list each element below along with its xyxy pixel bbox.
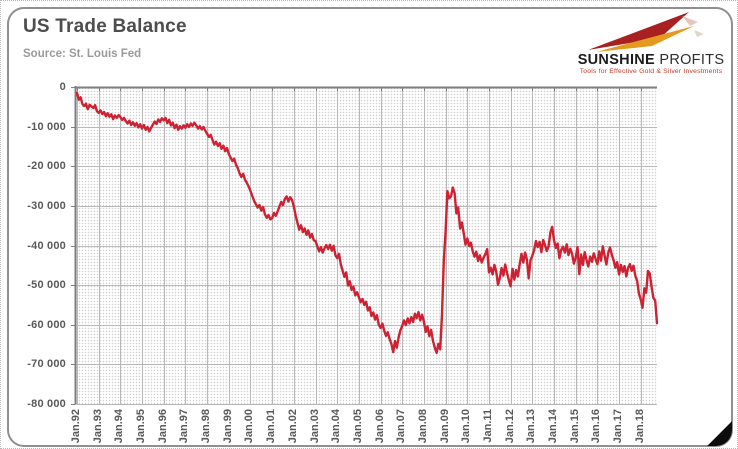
- x-axis-tick-label: Jan.07: [395, 409, 408, 444]
- x-axis-tick-label: Jan.98: [200, 409, 213, 444]
- trade-balance-series-line: [75, 91, 659, 355]
- x-axis-tick-label: Jan.11: [481, 409, 494, 443]
- sunshine-profits-logo: SUNSHINE PROFITS Tools for Effective Gol…: [572, 8, 730, 80]
- x-axis-tick-label: Jan.03: [308, 409, 321, 444]
- y-axis-tick-label: -80 000: [27, 398, 66, 410]
- x-axis-tick-label: Jan.97: [178, 409, 191, 444]
- x-axis-tick-label: Jan.08: [416, 409, 429, 444]
- x-axis-tick-label: Jan.12: [503, 409, 516, 444]
- source-label: Source: St. Louis Fed: [23, 48, 142, 60]
- x-axis-tick-label: Jan.13: [525, 409, 538, 444]
- y-axis-tick-label: -30 000: [27, 200, 66, 212]
- x-axis-tick-label: Jan.05: [351, 409, 364, 444]
- x-axis-tick-label: Jan.92: [70, 409, 82, 444]
- x-axis-tick-label: Jan.01: [265, 409, 278, 444]
- logo-arrows-icon: [588, 12, 704, 52]
- x-axis-tick-label: Jan.10: [460, 409, 473, 444]
- x-axis-tick-label: Jan.15: [568, 409, 581, 444]
- x-axis-tick-label: Jan.17: [612, 409, 625, 444]
- x-axis-tick-label: Jan.04: [330, 409, 343, 444]
- y-axis-tick-label: -50 000: [27, 279, 66, 291]
- x-axis-tick-label: Jan.06: [373, 409, 386, 444]
- page-title: US Trade Balance: [23, 16, 187, 37]
- logo-brand-bold: SUNSHINE: [577, 52, 656, 68]
- x-axis-tick-label: Jan.16: [590, 409, 603, 444]
- logo-brand-light: PROFITS: [655, 52, 725, 68]
- x-axis-tick-label: Jan.02: [286, 409, 299, 444]
- logo-tagline: Tools for Effective Gold & Silver Invest…: [579, 68, 723, 75]
- y-axis-tick-label: -60 000: [27, 319, 66, 331]
- x-axis-tick-label: Jan.95: [135, 409, 148, 444]
- x-axis-tick-label: Jan.93: [91, 409, 104, 444]
- logo-brand-text: SUNSHINE PROFITS: [572, 52, 730, 68]
- x-axis-tick-label: Jan.96: [156, 409, 169, 444]
- y-axis-tick-label: -10 000: [27, 121, 66, 133]
- y-axis-tick-label: -70 000: [27, 358, 66, 370]
- x-axis-tick-label: Jan.94: [113, 409, 126, 444]
- x-axis-tick-label: Jan.18: [633, 409, 646, 444]
- plot-area: [75, 87, 657, 404]
- x-axis-tick-label: Jan.14: [547, 409, 559, 444]
- y-axis-tick-label: -20 000: [27, 160, 66, 172]
- x-axis-tick-label: Jan.99: [221, 409, 234, 444]
- y-axis-tick-label: 0: [59, 81, 66, 93]
- x-axis-tick-label: Jan.00: [243, 409, 256, 444]
- x-axis-tick-label: Jan.09: [438, 409, 451, 444]
- y-axis-tick-label: -40 000: [27, 240, 66, 252]
